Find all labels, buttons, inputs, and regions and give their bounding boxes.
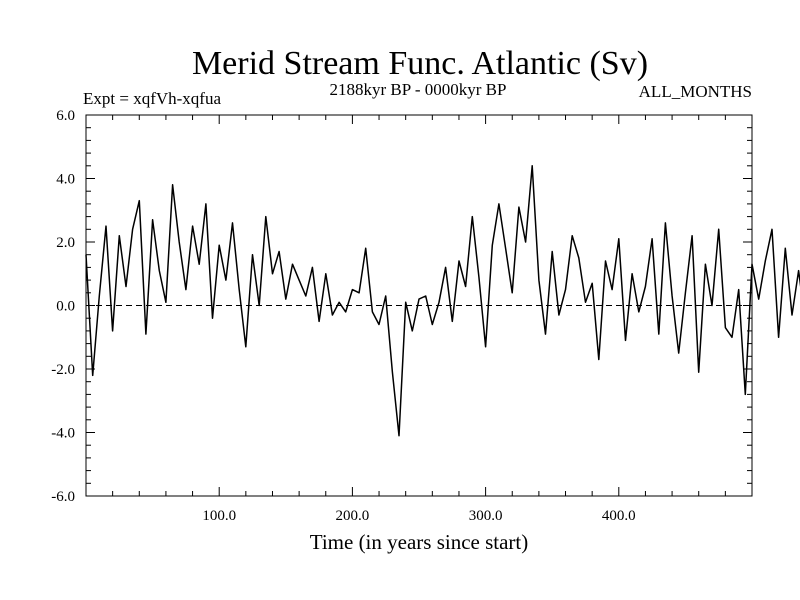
subtitle-center: 2188kyr BP - 0000kyr BP bbox=[330, 80, 507, 99]
y-tick-label: 6.0 bbox=[56, 108, 75, 124]
y-tick-label: -4.0 bbox=[51, 426, 75, 442]
x-tick-label: 400.0 bbox=[602, 508, 636, 524]
y-tick-label: -2.0 bbox=[51, 362, 75, 378]
subtitle-right: ALL_MONTHS bbox=[639, 82, 752, 101]
y-tick-label: 2.0 bbox=[56, 235, 75, 251]
x-tick-label: 200.0 bbox=[336, 508, 370, 524]
series-line bbox=[85, 165, 800, 437]
y-tick-label: 4.0 bbox=[56, 172, 75, 188]
subtitle-left: Expt = xqfVh-xqfua bbox=[83, 89, 221, 108]
chart-title: Merid Stream Func. Atlantic (Sv) bbox=[192, 45, 648, 82]
y-tick-label: -6.0 bbox=[51, 489, 75, 505]
x-axis-label: Time (in years since start) bbox=[310, 530, 529, 554]
plot-area: 100.0 200.0 300.0 400.0 -6.0 -4.0 -2.0 0.0 2.0 4.… bbox=[51, 108, 800, 524]
y-tick-label: 0.0 bbox=[56, 299, 75, 315]
x-tick-label: 300.0 bbox=[469, 508, 503, 524]
x-tick-label: 100.0 bbox=[202, 508, 236, 524]
